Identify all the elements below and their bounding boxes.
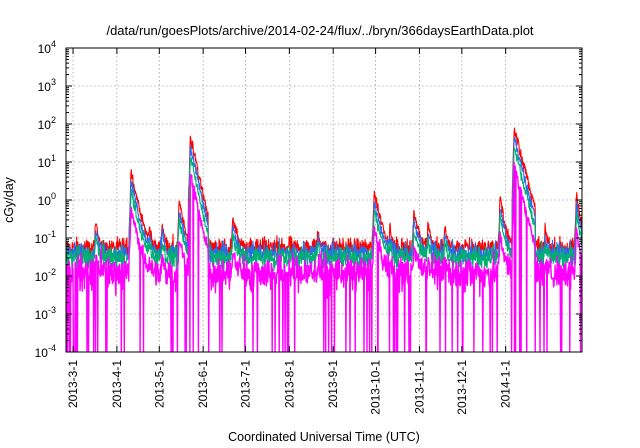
series-line <box>66 147 582 274</box>
y-tick-labels: 10-4 10-3 10-2 10-1 100 101 102 103 104 <box>35 39 56 360</box>
y-tick-label: 102 <box>38 115 56 132</box>
y-tick-label: 10-3 <box>35 305 56 322</box>
x-tick-label: 2013-11-1 <box>412 360 426 414</box>
y-tick-label: 103 <box>38 77 56 94</box>
axis-ticks <box>66 47 582 353</box>
x-tick-label: 2013-6-1 <box>196 360 210 408</box>
series-line <box>66 127 582 261</box>
series-path <box>66 147 582 274</box>
y-tick-label: 10-1 <box>35 229 56 246</box>
x-tick-label: 2013-10-1 <box>369 360 383 415</box>
y-tick-label: 10-2 <box>35 267 56 284</box>
x-tick-label: 2013-4-1 <box>110 360 124 408</box>
x-tick-label: 2013-7-1 <box>239 360 253 408</box>
plot-area <box>66 127 582 352</box>
y-tick-label: 100 <box>38 191 56 208</box>
x-tick-label: 2013-8-1 <box>282 360 296 408</box>
y-tick-label: 104 <box>38 39 56 56</box>
series-line <box>66 161 582 352</box>
x-tick-label: 2014-1-1 <box>499 360 513 408</box>
y-tick-label: 101 <box>38 153 56 170</box>
series-path <box>66 161 582 352</box>
chart-title: /data/run/goesPlots/archive/2014-02-24/f… <box>106 23 533 38</box>
y-tick-label: 10-4 <box>35 343 56 360</box>
x-axis-label: Coordinated Universal Time (UTC) <box>228 430 420 444</box>
x-tick-label: 2013-12-1 <box>455 360 469 415</box>
y-axis-label: cGy/day <box>2 176 16 223</box>
x-tick-label: 2013-5-1 <box>152 360 166 408</box>
x-tick-label: 2013-3-1 <box>66 360 80 408</box>
series-path <box>66 127 582 261</box>
x-tick-labels: 2013-3-1 2013-4-1 2013-5-1 2013-6-1 2013-7-1… <box>66 360 513 415</box>
x-tick-label: 2013-9-1 <box>326 360 340 408</box>
